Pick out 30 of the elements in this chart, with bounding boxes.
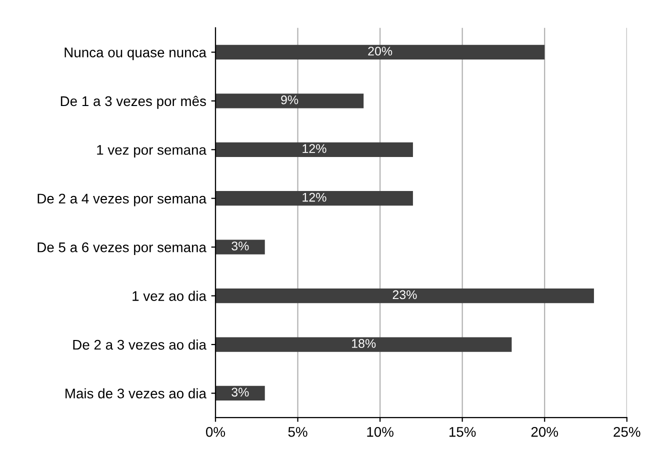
x-tick-label: 20% (531, 426, 558, 437)
x-tick-label: 25% (614, 426, 640, 437)
y-tick-label: De 2 a 3 vezes ao dia (73, 339, 206, 350)
x-tick-label: 15% (449, 427, 476, 437)
data-label: 12% (302, 144, 326, 153)
bar (215, 288, 594, 304)
bar (215, 94, 364, 108)
x-tick-label: 5% (288, 427, 308, 437)
bar (215, 44, 545, 60)
y-tick-label: De 5 a 6 vezes por semana (38, 242, 206, 255)
data-label: 3% (232, 388, 249, 397)
x-tick-label: 10% (367, 426, 394, 437)
data-label: 20% (368, 46, 392, 56)
y-tick-label: 1 vez ao dia (132, 290, 206, 301)
x-tick-label: 0% (206, 426, 226, 437)
data-label: 9% (281, 95, 298, 104)
data-label: 18% (352, 339, 376, 348)
data-label: 3% (232, 242, 249, 250)
data-label: 23% (392, 290, 417, 300)
bar (215, 337, 512, 352)
data-label: 12% (302, 192, 326, 202)
y-tick-label: 1 vez por semana (97, 145, 206, 158)
y-tick-label: De 1 a 3 vezes por mês (60, 96, 206, 109)
bar (215, 142, 413, 157)
y-tick-label: Nunca ou quase nunca (64, 48, 206, 60)
y-tick-label: De 2 a 4 vezes por semana (38, 194, 206, 206)
bar (215, 386, 265, 401)
bar (215, 191, 413, 206)
y-tick-label: Mais de 3 vezes ao dia (66, 388, 206, 398)
bar (215, 240, 265, 254)
